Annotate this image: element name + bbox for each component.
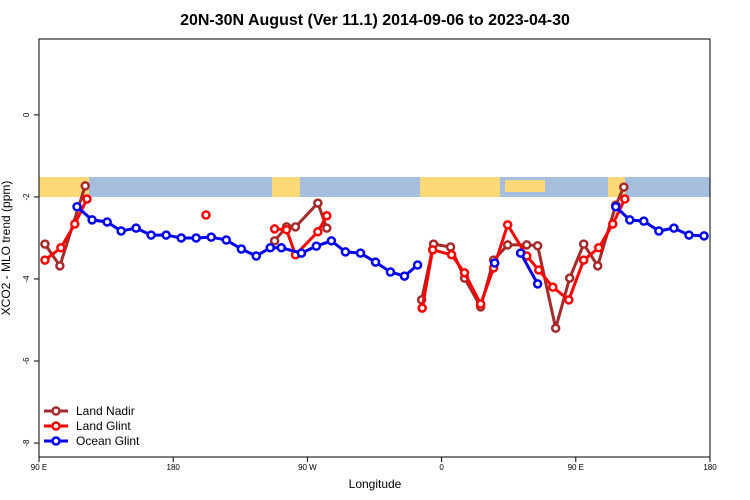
chart-title: 20N-30N August (Ver 11.1) 2014-09-06 to … bbox=[180, 12, 570, 29]
data-point bbox=[515, 248, 526, 258]
data-point bbox=[355, 248, 366, 258]
data-point bbox=[161, 230, 171, 240]
data-point bbox=[201, 210, 211, 220]
data-point bbox=[269, 236, 280, 246]
data-point bbox=[206, 232, 216, 242]
data-point bbox=[176, 233, 187, 243]
x-axis-label: Longitude bbox=[349, 477, 402, 491]
data-point bbox=[236, 244, 247, 254]
data-point bbox=[592, 261, 603, 271]
data-point bbox=[446, 250, 457, 260]
data-point bbox=[70, 219, 80, 229]
data-point bbox=[578, 255, 589, 265]
x-tick-label: 0 bbox=[439, 463, 444, 472]
data-point bbox=[296, 248, 307, 258]
data-point bbox=[265, 243, 276, 253]
data-point bbox=[311, 241, 322, 251]
data-point bbox=[55, 261, 65, 271]
data-point bbox=[40, 255, 50, 265]
data-point bbox=[146, 230, 156, 240]
data-point bbox=[269, 224, 280, 234]
data-point bbox=[625, 215, 635, 225]
data-point bbox=[594, 243, 604, 253]
data-point bbox=[322, 211, 332, 221]
map-strip bbox=[39, 177, 710, 197]
data-point bbox=[699, 231, 709, 241]
legend-label: Land Nadir bbox=[76, 404, 135, 418]
data-point bbox=[445, 242, 456, 252]
data-point bbox=[251, 251, 262, 261]
data-point bbox=[550, 323, 561, 333]
data-point bbox=[340, 247, 351, 257]
data-point bbox=[191, 233, 201, 243]
data-point bbox=[326, 236, 337, 246]
data-point bbox=[87, 215, 97, 225]
data-point bbox=[72, 202, 82, 212]
data-point bbox=[608, 219, 618, 229]
data-point bbox=[475, 299, 486, 309]
data-point bbox=[417, 303, 427, 313]
data-point bbox=[532, 279, 543, 289]
x-tick-label: 90 W bbox=[298, 463, 317, 472]
data-point bbox=[489, 258, 500, 268]
data-point bbox=[639, 216, 649, 226]
data-point bbox=[427, 245, 438, 255]
y-tick-label: 0 bbox=[22, 112, 31, 117]
data-point bbox=[578, 239, 589, 249]
data-point bbox=[548, 282, 558, 292]
y-tick-label: -2 bbox=[22, 193, 31, 201]
x-tick-label: 90 E bbox=[31, 463, 47, 472]
data-point bbox=[102, 217, 112, 227]
y-tick-label: -6 bbox=[22, 357, 31, 365]
data-point bbox=[502, 240, 513, 250]
legend-marker bbox=[51, 421, 61, 431]
data-point bbox=[281, 224, 292, 235]
x-tick-label: 180 bbox=[703, 463, 717, 472]
data-point bbox=[40, 239, 50, 249]
data-point bbox=[654, 226, 664, 236]
data-point bbox=[502, 220, 513, 230]
legend-marker bbox=[51, 406, 61, 416]
data-point bbox=[290, 222, 301, 232]
data-point bbox=[80, 181, 90, 191]
legend-marker bbox=[51, 436, 61, 446]
data-point bbox=[313, 227, 323, 237]
data-point bbox=[459, 268, 470, 278]
x-tick-label: 180 bbox=[167, 463, 181, 472]
data-point bbox=[412, 260, 423, 270]
y-tick-label: -8 bbox=[22, 439, 31, 447]
x-tick-label: 90 E bbox=[568, 463, 584, 472]
series-line bbox=[76, 205, 419, 278]
legend-label: Ocean Glint bbox=[76, 434, 140, 448]
data-point bbox=[564, 295, 574, 305]
data-point bbox=[684, 230, 694, 240]
data-point bbox=[521, 240, 532, 250]
data-point bbox=[221, 235, 232, 245]
data-point bbox=[131, 223, 141, 233]
data-point bbox=[620, 194, 630, 204]
plot-frame bbox=[38, 38, 711, 458]
legend-label: Land Glint bbox=[76, 419, 131, 433]
data-point bbox=[82, 194, 92, 204]
data-point bbox=[564, 273, 575, 283]
data-point bbox=[370, 257, 381, 267]
data-point bbox=[619, 182, 629, 192]
data-point bbox=[532, 240, 543, 251]
series-line bbox=[519, 252, 539, 285]
data-point bbox=[313, 198, 323, 208]
data-point bbox=[385, 267, 396, 277]
y-axis-label: XCO2 - MLO trend (ppm) bbox=[0, 181, 13, 316]
data-point bbox=[276, 243, 287, 253]
data-point bbox=[533, 265, 544, 275]
y-tick-label: -4 bbox=[22, 275, 31, 283]
data-point bbox=[669, 223, 679, 233]
data-point bbox=[399, 271, 410, 281]
data-point bbox=[611, 202, 621, 212]
data-point bbox=[322, 223, 332, 233]
data-point bbox=[56, 243, 66, 253]
data-point bbox=[116, 226, 126, 236]
